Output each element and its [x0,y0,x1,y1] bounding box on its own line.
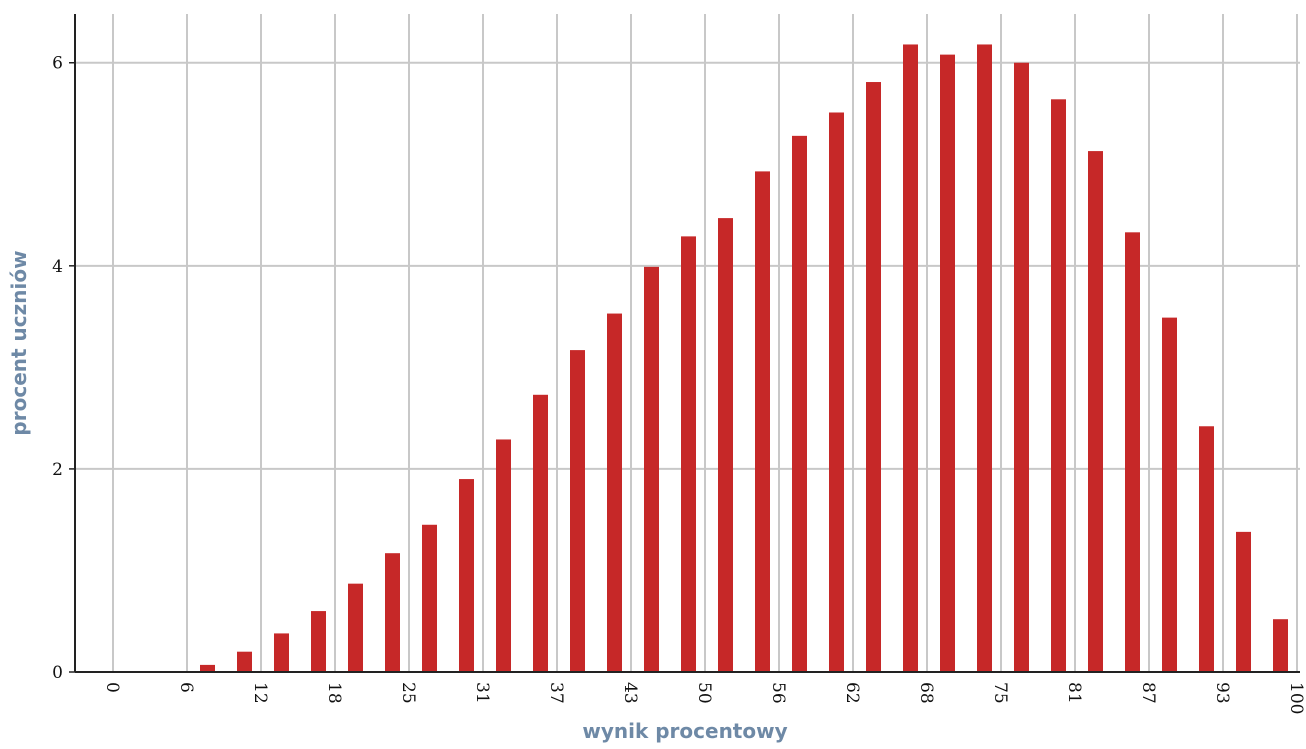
bar [1199,426,1214,672]
bar [866,82,881,673]
bar [200,664,215,672]
x-tick-label: 75 [990,682,1010,704]
bar [903,44,918,673]
bar [1051,99,1066,673]
bar [607,313,622,672]
x-tick-label: 56 [768,682,788,704]
bar [1088,151,1103,673]
y-axis-title: procent uczniów [7,250,31,435]
x-tick-label: 43 [620,682,640,704]
bar [829,112,844,673]
bar [718,218,733,672]
x-tick-label: 25 [398,682,418,704]
x-tick-label: 87 [1138,682,1158,704]
x-tick-label: 12 [250,682,270,704]
y-tick-label: 2 [52,460,63,480]
x-tick-label: 62 [842,682,862,704]
bar [422,524,437,672]
y-tick-label: 6 [52,54,63,74]
bar [1125,232,1140,672]
x-tick-label: 100 [1286,682,1306,714]
bar [311,611,326,672]
y-tick-label: 4 [52,257,63,277]
bar [755,171,770,672]
bar [570,350,585,672]
x-tick-label: 50 [694,682,714,704]
bar [348,583,363,672]
x-axis-title: wynik procentowy [582,719,787,743]
bar [792,135,807,672]
bar [1014,62,1029,673]
y-tick-label: 0 [52,663,63,683]
bar [681,236,696,672]
bar [1273,619,1288,672]
x-tick-label: 68 [916,682,936,704]
x-tick-label: 93 [1212,682,1232,704]
x-tick-label: 81 [1064,682,1084,704]
bar [385,553,400,672]
x-tick-label: 6 [176,682,196,693]
x-tick-label: 31 [472,682,492,704]
x-tick-label: 37 [546,682,566,704]
bar [459,479,474,672]
bar [496,439,511,672]
bar [533,394,548,672]
bar [274,633,289,672]
bar [1162,317,1177,672]
bar [1236,531,1251,672]
x-tick-label: 0 [102,682,122,693]
bar [237,651,252,672]
bar [940,54,955,672]
bar [977,44,992,673]
x-tick-label: 18 [324,682,344,704]
bar [644,266,659,672]
